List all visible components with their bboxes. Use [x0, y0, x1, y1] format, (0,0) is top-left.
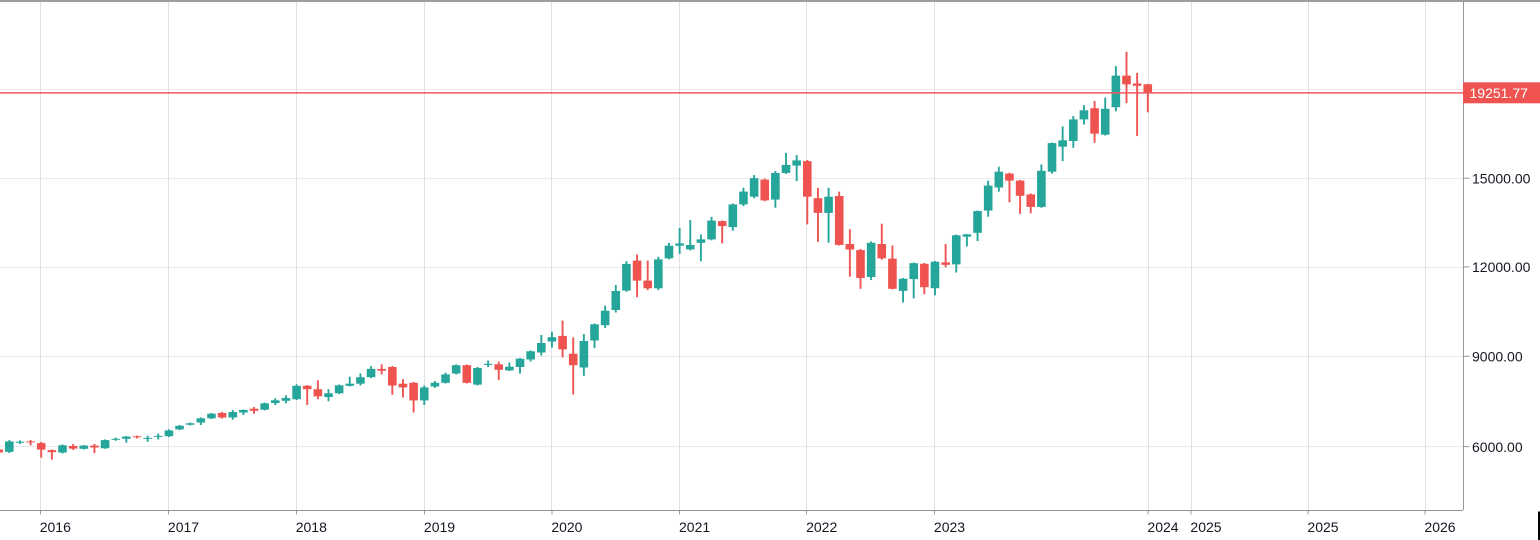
svg-text:2019: 2019	[424, 519, 455, 535]
svg-text:2025: 2025	[1190, 519, 1221, 535]
svg-text:2017: 2017	[168, 519, 199, 535]
svg-text:2024: 2024	[1147, 519, 1178, 535]
svg-text:19251.77: 19251.77	[1470, 85, 1529, 101]
svg-text:6000.00: 6000.00	[1472, 439, 1523, 455]
svg-text:12000.00: 12000.00	[1472, 259, 1531, 275]
svg-text:2022: 2022	[806, 519, 837, 535]
svg-text:2020: 2020	[551, 519, 582, 535]
svg-text:2016: 2016	[40, 519, 71, 535]
svg-text:2026: 2026	[1424, 519, 1455, 535]
svg-text:2021: 2021	[679, 519, 710, 535]
svg-text:9000.00: 9000.00	[1472, 349, 1523, 365]
svg-text:2025: 2025	[1307, 519, 1338, 535]
svg-text:2018: 2018	[296, 519, 327, 535]
svg-text:2023: 2023	[934, 519, 965, 535]
svg-text:15000.00: 15000.00	[1472, 171, 1531, 187]
